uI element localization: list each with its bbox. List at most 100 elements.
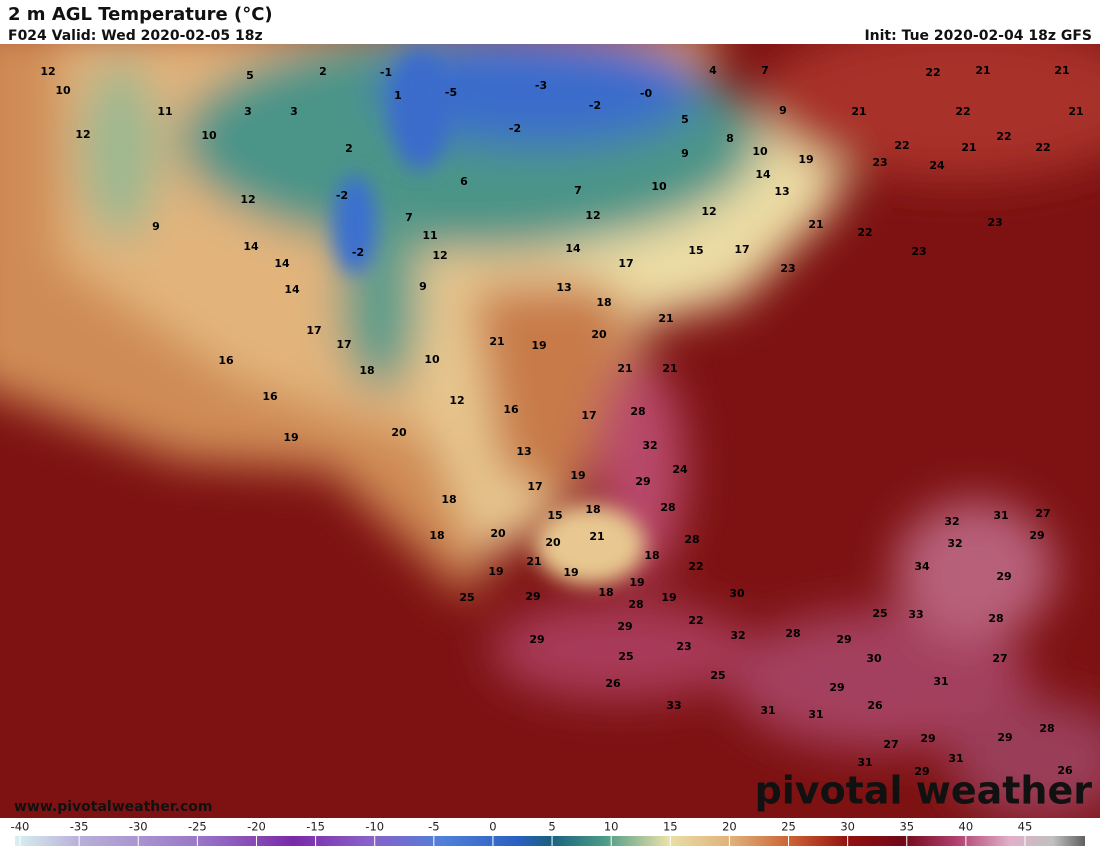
colorbar-tick-label: 10 bbox=[604, 820, 619, 834]
temperature-label: 7 bbox=[574, 184, 582, 197]
temperature-label: 21 bbox=[808, 218, 823, 231]
temperature-label: 21 bbox=[961, 141, 976, 154]
temperature-label: -0 bbox=[640, 87, 653, 100]
temperature-label: 28 bbox=[1039, 722, 1054, 735]
temperature-label: 31 bbox=[808, 708, 823, 721]
temperature-label: 21 bbox=[489, 335, 504, 348]
temperature-label: 7 bbox=[761, 64, 769, 77]
colorbar-tick-label: 40 bbox=[959, 820, 974, 834]
temperature-label: 12 bbox=[40, 65, 55, 78]
colorbar-tick-label: 25 bbox=[781, 820, 796, 834]
temperature-label: 12 bbox=[585, 209, 600, 222]
temperature-label: 25 bbox=[710, 669, 725, 682]
colorbar-tick-label: 20 bbox=[722, 820, 737, 834]
temperature-label: 34 bbox=[914, 560, 930, 573]
temperature-label: 24 bbox=[672, 463, 688, 476]
valid-time: F024 Valid: Wed 2020-02-05 18z bbox=[8, 28, 263, 44]
temperature-label: 31 bbox=[948, 752, 963, 765]
temperature-label: 21 bbox=[1068, 105, 1083, 118]
init-time: Init: Tue 2020-02-04 18z GFS bbox=[864, 28, 1092, 44]
temperature-label: 11 bbox=[422, 229, 437, 242]
temperature-label: 4 bbox=[709, 64, 717, 77]
temperature-label: 19 bbox=[661, 591, 676, 604]
temperature-label: 29 bbox=[997, 731, 1012, 744]
temperature-label: 11 bbox=[157, 105, 172, 118]
temperature-label: 10 bbox=[201, 129, 217, 142]
temperature-label: 28 bbox=[628, 598, 643, 611]
temperature-label: 18 bbox=[644, 549, 659, 562]
temperature-label: 19 bbox=[531, 339, 546, 352]
colorbar-ticks: -40 -35 -30 -25 -20 -15 -10 -5 0 5 10 15 20 25 30 35 40 4… bbox=[11, 820, 1032, 846]
colorbar-tick-label: -30 bbox=[129, 820, 148, 834]
temperature-label: 22 bbox=[688, 614, 703, 627]
temperature-label: 32 bbox=[947, 537, 962, 550]
colorbar-tick-label: 0 bbox=[489, 820, 496, 834]
temperature-label: 26 bbox=[1057, 764, 1073, 777]
temperature-label: 8 bbox=[726, 132, 734, 145]
watermark-url: www.pivotalweather.com bbox=[14, 799, 213, 815]
temperature-label: 29 bbox=[617, 620, 632, 633]
temperature-label: 25 bbox=[872, 607, 887, 620]
temperature-label: 33 bbox=[908, 608, 923, 621]
temperature-label: 10 bbox=[651, 180, 667, 193]
temperature-label: 18 bbox=[585, 503, 600, 516]
temperature-label: 10 bbox=[55, 84, 71, 97]
temperature-label: 9 bbox=[681, 147, 689, 160]
temperature-label: 29 bbox=[1029, 529, 1044, 542]
temperature-label: -5 bbox=[445, 86, 457, 99]
colorbar-tick-label: 35 bbox=[899, 820, 914, 834]
colorbar-tick-label: -35 bbox=[70, 820, 89, 834]
temperature-label: 29 bbox=[996, 570, 1011, 583]
temperature-label: 12 bbox=[701, 205, 716, 218]
temperature-label: 30 bbox=[729, 587, 745, 600]
temperature-label: 20 bbox=[391, 426, 407, 439]
temperature-label: 16 bbox=[218, 354, 234, 367]
temperature-label: 9 bbox=[419, 280, 427, 293]
temperature-label: 19 bbox=[563, 566, 578, 579]
temperature-label: 21 bbox=[658, 312, 673, 325]
temperature-label: 21 bbox=[851, 105, 866, 118]
map-title: 2 m AGL Temperature (°C) bbox=[8, 4, 273, 25]
temperature-label: 23 bbox=[780, 262, 795, 275]
temperature-label: 3 bbox=[244, 105, 252, 118]
temperature-label: 19 bbox=[798, 153, 813, 166]
temperature-label: 2 bbox=[345, 142, 353, 155]
temperature-label: 33 bbox=[666, 699, 681, 712]
colorbar-tick-label: -40 bbox=[11, 820, 30, 834]
temperature-label: 29 bbox=[920, 732, 935, 745]
temperature-label: -1 bbox=[380, 66, 392, 79]
temperature-label: -3 bbox=[535, 79, 547, 92]
temperature-label: 9 bbox=[152, 220, 160, 233]
temperature-label: 22 bbox=[955, 105, 970, 118]
temperature-label: 13 bbox=[556, 281, 571, 294]
temperature-label: 9 bbox=[779, 104, 787, 117]
colorbar-tick-label: 30 bbox=[840, 820, 855, 834]
temperature-label: 25 bbox=[618, 650, 633, 663]
temperature-label: 14 bbox=[284, 283, 300, 296]
temperature-label: 31 bbox=[857, 756, 872, 769]
temperature-label: 22 bbox=[925, 66, 940, 79]
temperature-label: 28 bbox=[988, 612, 1003, 625]
temperature-label: 17 bbox=[581, 409, 596, 422]
temperature-label: 21 bbox=[975, 64, 990, 77]
temperature-label: 18 bbox=[441, 493, 456, 506]
temperature-label: 21 bbox=[1054, 64, 1069, 77]
temperature-label: 13 bbox=[774, 185, 789, 198]
temperature-label: 32 bbox=[642, 439, 657, 452]
temperature-label: 24 bbox=[929, 159, 945, 172]
temperature-label: 14 bbox=[755, 168, 771, 181]
temperature-label: 23 bbox=[872, 156, 887, 169]
temperature-label: 22 bbox=[857, 226, 872, 239]
temperature-label: 20 bbox=[591, 328, 607, 341]
temperature-label: 18 bbox=[359, 364, 374, 377]
temperature-label: 2 bbox=[319, 65, 327, 78]
temperature-label: 19 bbox=[570, 469, 585, 482]
colorbar-tick-label: -10 bbox=[365, 820, 384, 834]
temperature-label: 27 bbox=[992, 652, 1007, 665]
temperature-label: 32 bbox=[730, 629, 745, 642]
temperature-label: 5 bbox=[681, 113, 689, 126]
temperature-label: 29 bbox=[635, 475, 650, 488]
temperature-label: 29 bbox=[529, 633, 544, 646]
temperature-label: 10 bbox=[752, 145, 768, 158]
temperature-label: 15 bbox=[547, 509, 562, 522]
